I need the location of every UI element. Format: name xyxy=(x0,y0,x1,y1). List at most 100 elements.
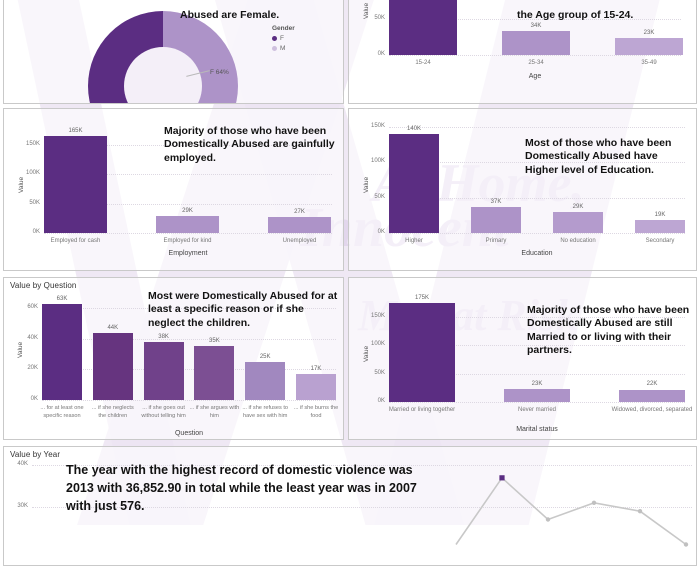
bar[interactable] xyxy=(245,361,286,400)
bar[interactable] xyxy=(504,388,570,402)
gridline xyxy=(44,233,332,234)
bar-value-label: 140K xyxy=(406,125,421,132)
bar[interactable] xyxy=(156,215,219,233)
panel-gender[interactable]: M 36%F 64% Abused are Female. Gender F M xyxy=(3,0,344,104)
panel-education[interactable]: Most of those who have been Domestically… xyxy=(348,108,697,271)
x-category-label: ... if she goes out without telling him xyxy=(141,405,186,420)
bar[interactable] xyxy=(194,346,235,400)
bar[interactable] xyxy=(389,133,439,233)
education-bar-chart[interactable]: Value 0K 50K 100K 150K 140K Higher 37K Primary 29… xyxy=(349,109,696,270)
bar[interactable] xyxy=(502,30,570,55)
x-category-label: Employed for cash xyxy=(50,238,101,244)
bar-value-label: 23K xyxy=(643,30,655,37)
y-tick-label: 40K xyxy=(27,334,38,341)
donut-label-female: F 64% xyxy=(210,69,229,76)
panel-age[interactable]: the Age group of 15-24. Value0K50K100K15… xyxy=(348,0,697,104)
y-tick-label: 50K xyxy=(374,193,385,200)
gender-donut-chart[interactable]: M 36%F 64% xyxy=(88,11,238,103)
bar[interactable] xyxy=(268,217,331,233)
x-category-label: 35-49 xyxy=(641,60,657,66)
bar[interactable] xyxy=(619,389,685,402)
bar-value-label: 29K xyxy=(572,204,584,211)
bar-value-label: 175K xyxy=(414,294,429,301)
bar-value-label: 17K xyxy=(310,366,322,372)
line-marker xyxy=(637,508,643,514)
y-axis-title: Value xyxy=(363,176,370,193)
bar[interactable] xyxy=(42,303,82,400)
bar-value-label: 34K xyxy=(530,22,542,29)
y-tick-label: 150K xyxy=(25,140,40,147)
y-tick-label: 0K xyxy=(32,229,40,235)
x-category-label: ... for at least one specific reason xyxy=(40,405,84,420)
x-category-label: Widowed, divorced, separated xyxy=(611,407,693,413)
bar-value-label: 27K xyxy=(294,209,305,216)
x-category-label: ... if she burns the food xyxy=(293,405,339,420)
bar[interactable] xyxy=(615,38,683,55)
bar[interactable] xyxy=(553,212,603,233)
legend-swatch-icon xyxy=(272,46,277,51)
y-tick-label: 150K xyxy=(370,122,385,129)
y-tick-label: 50K xyxy=(29,199,40,206)
y-tick-label: 50K xyxy=(374,369,385,376)
line-marker xyxy=(591,500,597,506)
legend-item-male[interactable]: M xyxy=(272,45,295,52)
y-axis-title: Value xyxy=(17,341,24,358)
legend-title: Gender xyxy=(272,25,295,32)
panel-year[interactable]: Value by Year The year with the highest … xyxy=(3,446,697,566)
marital-bar-chart[interactable]: Value 0K 50K 100K 150K 175K Married or living … xyxy=(349,278,696,439)
bar[interactable] xyxy=(389,302,455,402)
y-tick-label: 60K xyxy=(27,304,38,311)
dashboard-grid: M 36%F 64% Abused are Female. Gender F M… xyxy=(3,0,697,566)
question-insight-text: Most were Domestically Abused for at lea… xyxy=(148,290,338,329)
x-category-label: Secondary xyxy=(645,238,675,244)
bar[interactable] xyxy=(296,374,336,400)
age-insight-text: the Age group of 15-24. xyxy=(517,9,634,21)
gridline xyxy=(389,233,685,234)
legend-label-male: M xyxy=(280,45,286,52)
x-axis-title: Question xyxy=(174,430,204,437)
bar-value-label: 25K xyxy=(259,353,271,360)
x-category-label: ... if she neglects the children xyxy=(91,405,134,420)
x-category-label: ... if she argues with him xyxy=(189,405,240,420)
y-tick-label: 0K xyxy=(377,398,385,404)
gridline xyxy=(389,55,681,56)
gender-insight-text: Abused are Female. xyxy=(180,9,280,21)
bar[interactable] xyxy=(635,219,685,233)
panel-marital[interactable]: Majority of those who have been Domestic… xyxy=(348,277,697,440)
line-marker-peak xyxy=(499,475,505,481)
x-category-label: ... if she refuses to have sex with him xyxy=(242,405,289,420)
education-insight-text: Most of those who have been Domestically… xyxy=(525,137,672,176)
y-tick-label: 0K xyxy=(377,229,385,235)
bar[interactable] xyxy=(143,341,184,400)
gridline xyxy=(42,400,336,401)
gridline xyxy=(389,402,685,403)
y-tick-label: 100K xyxy=(25,170,40,177)
x-category-label: No education xyxy=(560,238,596,244)
x-category-label: Unemployed xyxy=(282,238,317,244)
panel-question[interactable]: Value by Question Most were Domestically… xyxy=(3,277,344,440)
bar-value-label: 165K xyxy=(68,127,83,134)
employment-insight-text: Majority of those who have been Domestic… xyxy=(164,125,335,164)
x-axis-title: Employment xyxy=(168,250,208,257)
x-category-label: 25-34 xyxy=(528,60,544,66)
bar[interactable] xyxy=(471,206,521,233)
x-category-label: Married or living together xyxy=(388,407,456,413)
x-category-label: 15-24 xyxy=(415,60,431,66)
gender-legend[interactable]: Gender F M xyxy=(272,25,295,55)
bar[interactable] xyxy=(92,332,133,400)
x-axis-title: Education xyxy=(521,250,553,257)
bar-value-label: 63K xyxy=(56,295,68,302)
bar[interactable] xyxy=(44,135,107,233)
x-axis-title: Marital status xyxy=(516,426,558,433)
legend-item-female[interactable]: F xyxy=(272,35,295,42)
bar-value-label: 22K xyxy=(646,381,658,388)
panel-employment[interactable]: Majority of those who have been Domestic… xyxy=(3,108,344,271)
y-tick-label: 20K xyxy=(27,365,38,372)
line-marker xyxy=(545,517,551,522)
bar-value-label: 29K xyxy=(182,207,193,214)
bar[interactable] xyxy=(389,0,457,55)
x-category-label: Employed for kind xyxy=(163,238,212,244)
legend-label-female: F xyxy=(280,35,284,42)
year-insight-text: The year with the highest record of dome… xyxy=(66,463,417,514)
y-tick-label: 50K xyxy=(374,15,385,21)
